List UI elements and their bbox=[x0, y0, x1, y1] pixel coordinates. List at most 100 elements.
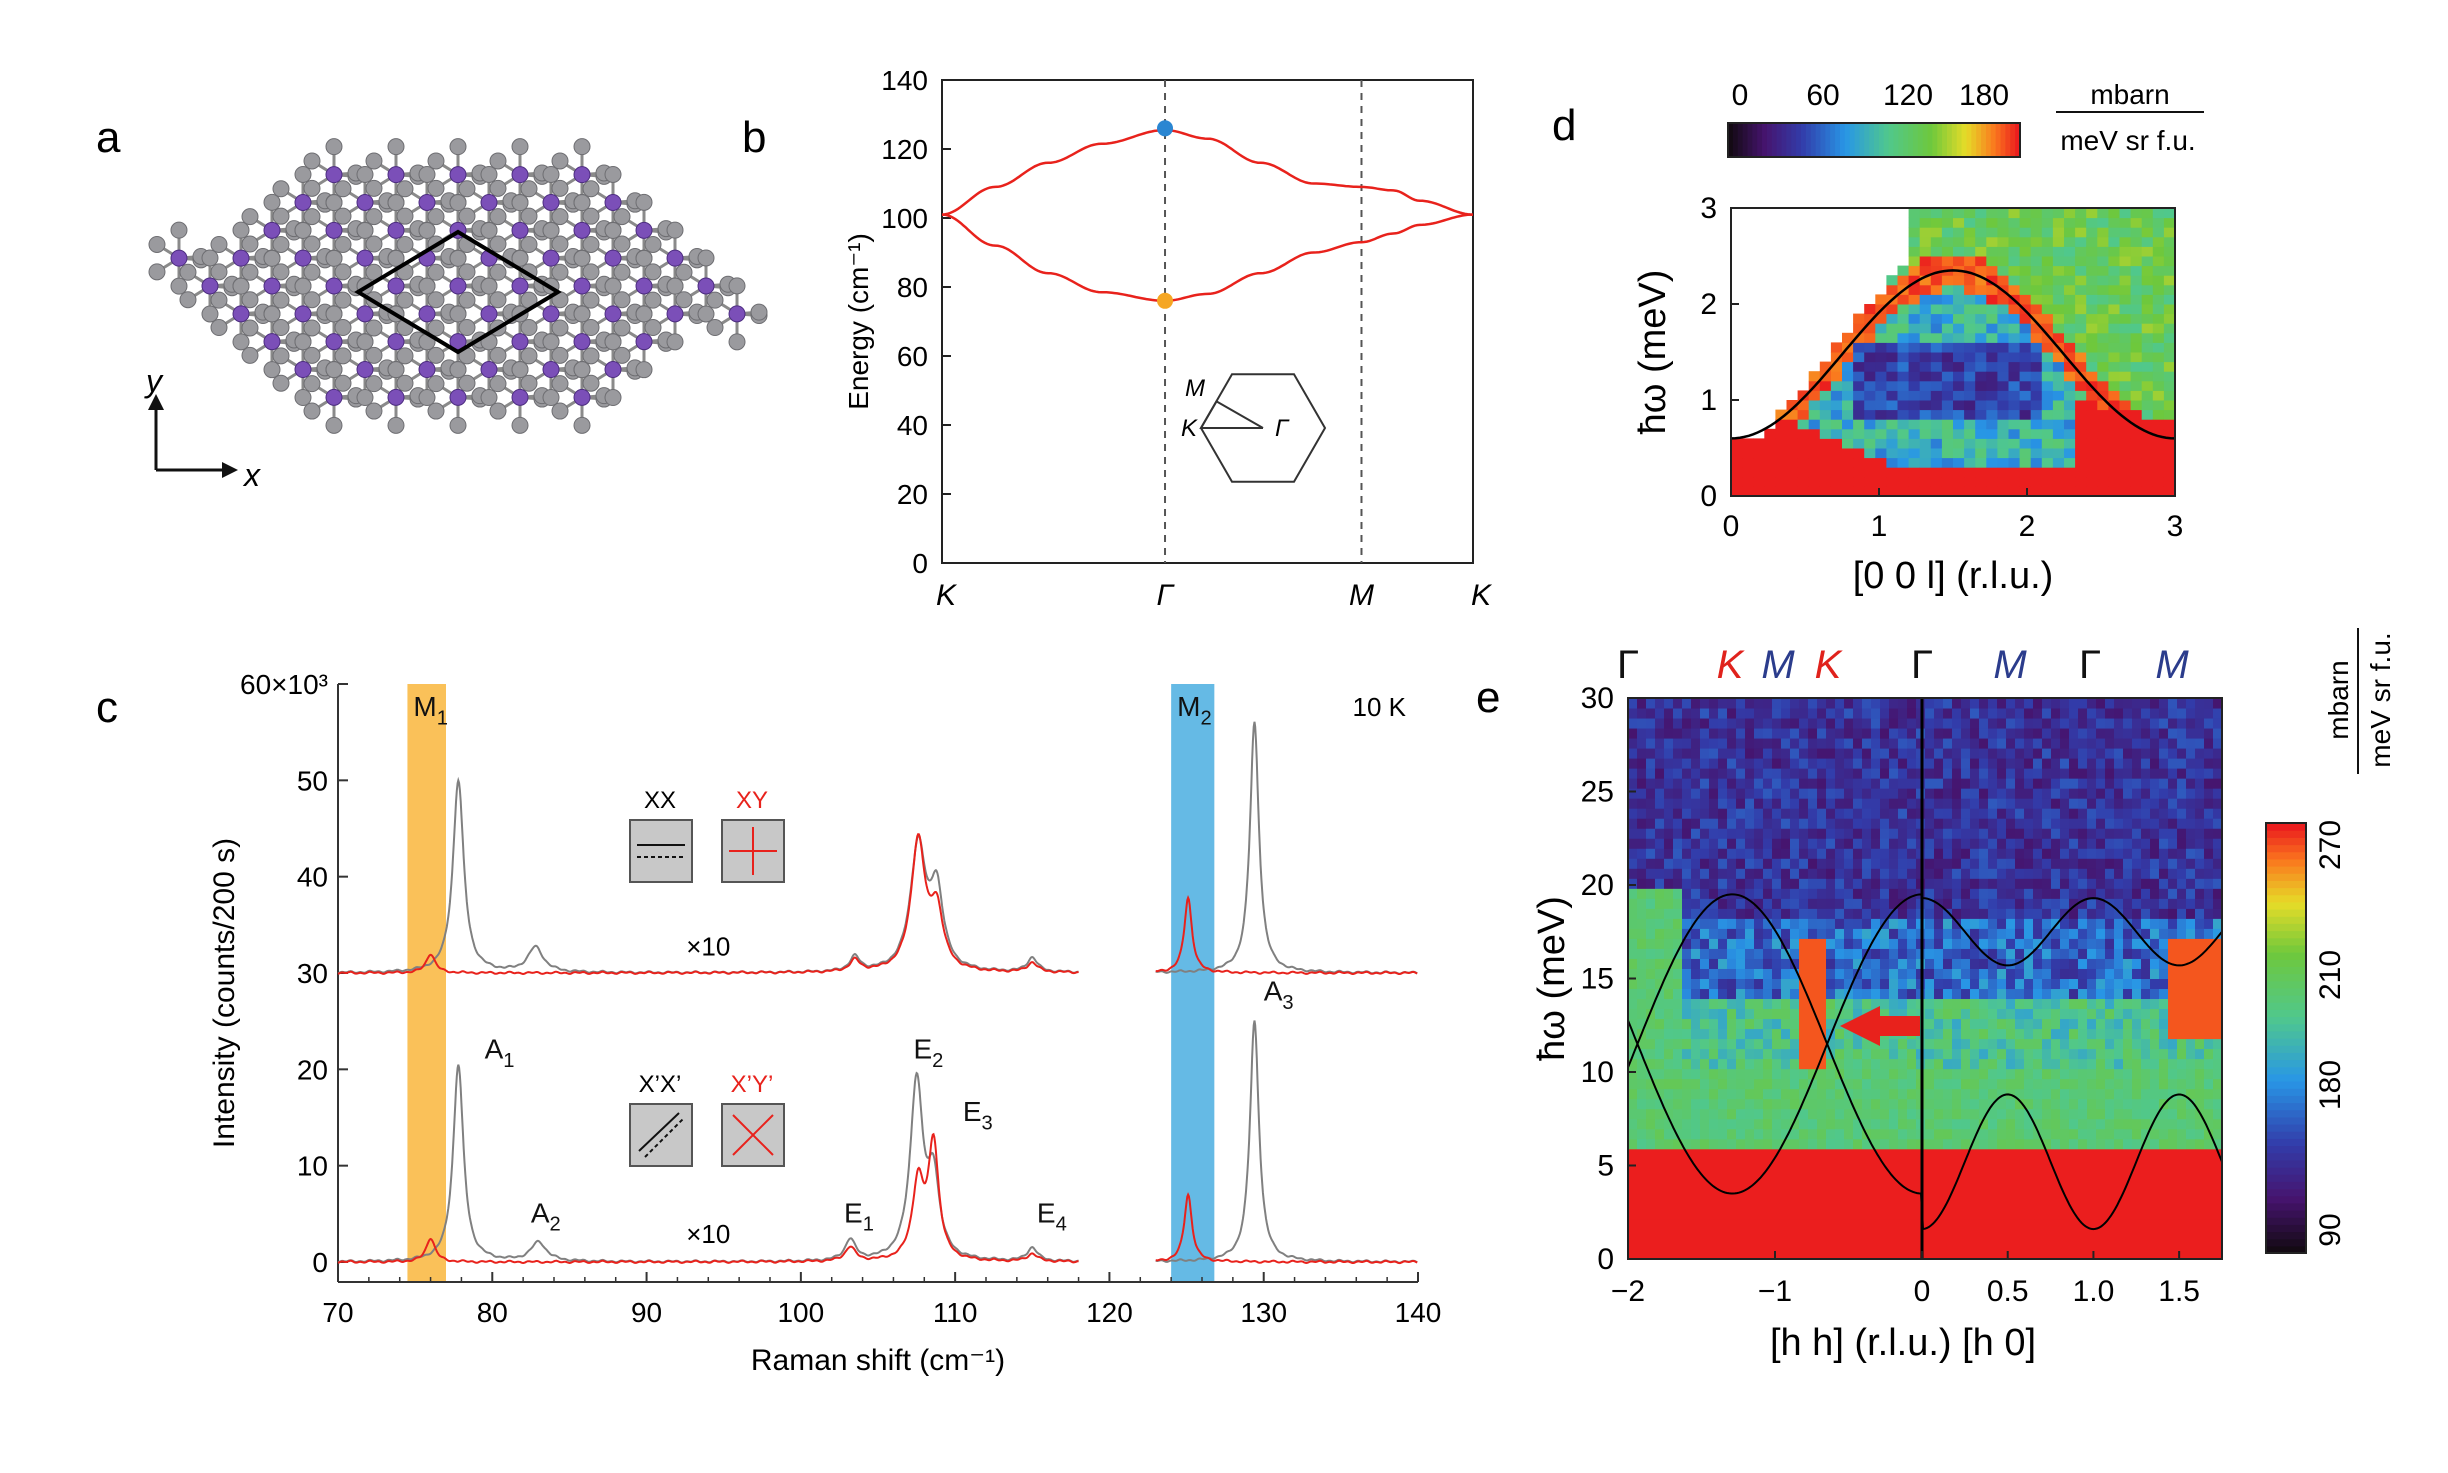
heatmap-cell bbox=[2108, 227, 2120, 237]
heatmap-cell bbox=[1961, 748, 1971, 759]
heatmap-cell bbox=[1988, 968, 1998, 979]
heatmap-cell bbox=[2009, 256, 2021, 266]
heatmap-cell bbox=[2031, 371, 2043, 381]
heatmap-cell bbox=[1835, 898, 1845, 909]
heatmap-cell bbox=[1953, 237, 1965, 247]
heatmap-cell bbox=[1764, 438, 1776, 448]
heatmap-cell bbox=[1709, 968, 1719, 979]
heatmap-cell bbox=[1835, 718, 1845, 729]
heatmap-cell bbox=[1826, 778, 1836, 789]
heatmap-cell bbox=[1875, 381, 1887, 391]
heatmap-cell bbox=[1763, 1209, 1773, 1220]
heatmap-cell bbox=[1772, 1129, 1782, 1140]
heatmap-cell bbox=[1970, 1119, 1980, 1130]
heatmap-cell bbox=[2006, 798, 2016, 809]
heatmap-cell bbox=[1925, 989, 1935, 1000]
colorbar-unit-bottom: meV sr f.u. bbox=[2060, 125, 2195, 156]
heatmap-cell bbox=[1862, 1239, 1872, 1250]
heatmap-cell bbox=[1798, 458, 1810, 468]
heatmap-cell bbox=[1889, 1159, 1899, 1170]
heatmap-cell bbox=[1975, 323, 1987, 333]
heatmap-cell bbox=[1772, 1219, 1782, 1230]
heatmap-cell bbox=[1934, 828, 1944, 839]
heatmap-cell bbox=[1682, 868, 1692, 879]
heatmap-cell bbox=[2120, 333, 2132, 343]
heatmap-cell bbox=[1853, 898, 1863, 909]
heatmap-cell bbox=[1975, 477, 1987, 487]
heatmap-cell bbox=[1997, 1159, 2007, 1170]
heatmap-cell bbox=[1934, 1019, 1944, 1030]
heatmap-cell bbox=[1826, 748, 1836, 759]
heatmap-cell bbox=[1808, 898, 1818, 909]
heatmap-cell bbox=[1736, 1149, 1746, 1160]
heatmap-cell bbox=[1745, 798, 1755, 809]
heatmap-cell bbox=[1853, 698, 1863, 709]
heatmap-cell bbox=[1835, 828, 1845, 839]
heatmap-cell bbox=[1864, 371, 1876, 381]
heatmap-cell bbox=[1709, 1219, 1719, 1230]
heatmap-cell bbox=[1979, 1229, 1989, 1240]
heatmap-cell bbox=[1886, 323, 1898, 333]
heatmap-cell bbox=[1787, 438, 1799, 448]
colorbar-swatch bbox=[1786, 123, 1791, 157]
halide-atom bbox=[583, 320, 599, 336]
heatmap-cell bbox=[2164, 208, 2176, 218]
heatmap-cell bbox=[1790, 1079, 1800, 1090]
heatmap-cell bbox=[1942, 458, 1954, 468]
heatmap-cell bbox=[2006, 1169, 2016, 1180]
heatmap-cell bbox=[1736, 1159, 1746, 1170]
heatmap-cell bbox=[2015, 788, 2025, 799]
halide-atom bbox=[304, 209, 320, 225]
heatmap-cell bbox=[1637, 1199, 1647, 1210]
heatmap-cell bbox=[2096, 1189, 2106, 1200]
heatmap-cell bbox=[1934, 999, 1944, 1010]
heatmap-cell bbox=[2006, 778, 2016, 789]
heatmap-cell bbox=[2064, 333, 2076, 343]
heatmap-cell bbox=[2086, 237, 2098, 247]
heatmap-cell bbox=[2087, 1209, 2097, 1220]
heatmap-cell bbox=[1952, 1099, 1962, 1110]
heatmap-cell bbox=[2060, 1209, 2070, 1220]
heatmap-cell bbox=[1880, 778, 1890, 789]
heatmap-cell bbox=[1986, 246, 1998, 256]
heatmap-cell bbox=[2075, 429, 2087, 439]
heatmap-cell bbox=[1875, 419, 1887, 429]
heatmap-cell bbox=[1907, 999, 1917, 1010]
heatmap-cell bbox=[1826, 1229, 1836, 1240]
heatmap-cell bbox=[2097, 410, 2109, 420]
heatmap-cell bbox=[1942, 390, 1954, 400]
heatmap-cell bbox=[2087, 848, 2097, 859]
heatmap-cell bbox=[1745, 858, 1755, 869]
heatmap-cell bbox=[2108, 362, 2120, 372]
heatmap-cell bbox=[1880, 1079, 1890, 1090]
heatmap-cell bbox=[1790, 808, 1800, 819]
y-tick-label: 30 bbox=[297, 958, 328, 989]
heatmap-cell bbox=[2096, 808, 2106, 819]
heatmap-cell bbox=[1808, 818, 1818, 829]
heatmap-cell bbox=[1682, 818, 1692, 829]
halide-atom bbox=[583, 236, 599, 252]
heatmap-cell bbox=[2096, 708, 2106, 719]
heatmap-cell bbox=[1920, 227, 1932, 237]
heatmap-cell bbox=[1763, 1039, 1773, 1050]
heatmap-cell bbox=[1934, 989, 1944, 1000]
heatmap-cell bbox=[1942, 285, 1954, 295]
heatmap-cell bbox=[1727, 768, 1737, 779]
heatmap-cell bbox=[2086, 208, 2098, 218]
heatmap-cell bbox=[1853, 429, 1865, 439]
metal-atom bbox=[388, 389, 404, 405]
heatmap-cell bbox=[1889, 768, 1899, 779]
heatmap-cell bbox=[2164, 237, 2176, 247]
heatmap-cell bbox=[2015, 768, 2025, 779]
heatmap-cell bbox=[1637, 1109, 1647, 1120]
heatmap-cell bbox=[1826, 738, 1836, 749]
metal-atom bbox=[512, 389, 528, 405]
halide-atom bbox=[614, 320, 630, 336]
heatmap-cell bbox=[1898, 266, 1910, 276]
heatmap-cell bbox=[1655, 1029, 1665, 1040]
heatmap-cell bbox=[1700, 928, 1710, 939]
heatmap-cell bbox=[1975, 458, 1987, 468]
heatmap-cell bbox=[1646, 1199, 1656, 1210]
heatmap-cell bbox=[1700, 778, 1710, 789]
heatmap-cell bbox=[1871, 888, 1881, 899]
